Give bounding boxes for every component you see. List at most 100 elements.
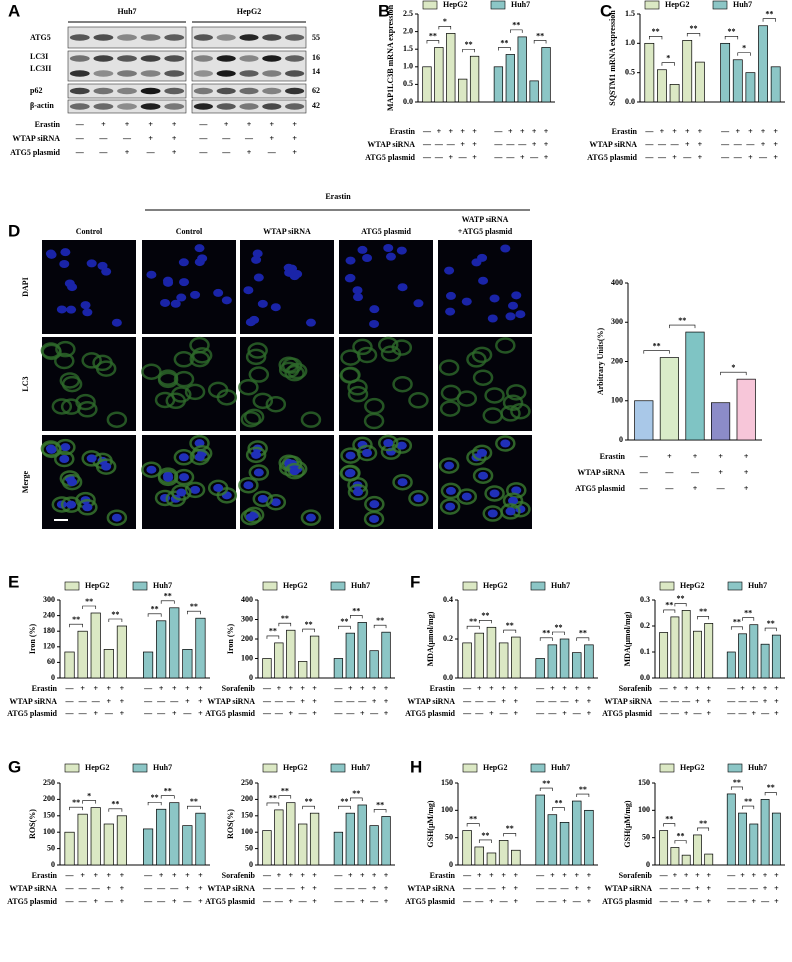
y-tick-label: 0.0: [443, 673, 453, 682]
condition-symbol: —: [535, 684, 545, 693]
significance-bracket: [426, 40, 440, 44]
nucleus: [500, 244, 511, 253]
condition-symbol: +: [514, 871, 519, 880]
condition-symbol: —: [547, 697, 557, 706]
bar: [749, 624, 759, 679]
condition-symbol: +: [185, 871, 190, 880]
lc3-signal: [281, 357, 303, 374]
lc3-signal: [173, 370, 195, 388]
significance-bracket: [730, 626, 743, 630]
lc3-signal: [500, 405, 521, 422]
condition-symbol: +: [718, 452, 723, 461]
condition-symbol: —: [156, 897, 166, 906]
lc3-signal: [61, 375, 83, 393]
significance-bracket: [462, 48, 475, 53]
condition-label: Sorafenib: [222, 684, 256, 693]
legend-swatch: [64, 763, 80, 773]
bar: [286, 802, 296, 866]
legend-label: HepG2: [665, 0, 689, 9]
condition-symbol: —: [274, 897, 284, 906]
y-tick-label: 0: [249, 860, 253, 869]
nucleus: [66, 305, 77, 314]
bar: [116, 625, 127, 679]
condition-symbol: +: [748, 127, 753, 136]
significance-bracket: [266, 635, 280, 639]
condition-symbol: —: [726, 684, 736, 693]
y-tick-label: 400: [241, 595, 253, 604]
condition-symbol: —: [156, 884, 166, 893]
blot-band: [140, 70, 161, 77]
lc3-signal: [440, 482, 462, 500]
significance-bracket: [539, 637, 553, 641]
nucleus: [511, 486, 522, 495]
condition-symbol: —: [333, 897, 343, 906]
significance-bracket: [82, 800, 97, 804]
condition-symbol: —: [670, 697, 680, 706]
condition-symbol: +: [270, 134, 275, 143]
nucleus: [67, 283, 78, 292]
condition-label: WTAP siRNA: [604, 884, 652, 893]
lc3-signal: [392, 375, 413, 393]
condition-symbol: —: [156, 709, 166, 718]
lc3-signal: [207, 479, 229, 497]
condition-symbol: —: [143, 871, 153, 880]
significance-bracket: [69, 623, 83, 628]
condition-symbol: +: [706, 884, 711, 893]
y-tick-label: 200: [241, 794, 253, 803]
significance-bracket: [373, 809, 387, 813]
condition-symbol: —: [716, 484, 726, 493]
condition-symbol: +: [348, 871, 353, 880]
condition-label: ATG5 plasmid: [587, 153, 637, 162]
bar: [685, 331, 705, 441]
bar: [262, 658, 272, 679]
blot-band: [193, 55, 213, 62]
significance-bracket: [730, 786, 743, 790]
bar: [657, 69, 667, 103]
panel-letter: C: [600, 1, 612, 20]
significance-bracket: [108, 618, 123, 622]
bar: [357, 804, 367, 866]
blot-band: [93, 34, 114, 41]
condition-symbol: +: [520, 127, 525, 136]
nucleus: [357, 245, 368, 254]
significance-label: **: [765, 10, 773, 19]
y-tick-label: 0.2: [443, 634, 453, 643]
blot-band: [262, 70, 282, 77]
condition-symbol: +: [270, 120, 275, 129]
bar: [681, 610, 691, 679]
y-tick-label: 2.5: [403, 9, 413, 18]
significance-bracket: [478, 620, 492, 624]
bar: [726, 651, 736, 679]
condition-symbol: +: [774, 684, 779, 693]
condition-symbol: —: [221, 134, 231, 143]
nucleus: [82, 308, 93, 317]
nucleus: [176, 293, 187, 302]
bar: [446, 33, 456, 103]
condition-symbol: +: [774, 897, 779, 906]
lc3-signal: [81, 450, 102, 467]
condition-symbol: —: [664, 468, 674, 477]
y-tick-label: 100: [611, 396, 623, 405]
lc3-signal: [243, 408, 265, 426]
bar: [541, 47, 551, 103]
condition-symbol: +: [477, 871, 482, 880]
significance-label: **: [481, 611, 489, 620]
bar: [77, 630, 88, 679]
nucleus: [487, 509, 498, 518]
significance-label: **: [72, 798, 80, 807]
condition-symbol: —: [670, 884, 680, 893]
lc3-signal: [157, 371, 179, 389]
bar: [345, 632, 355, 679]
legend-swatch: [132, 581, 148, 591]
condition-symbol: —: [422, 140, 432, 149]
nucleus: [461, 297, 472, 306]
micrograph: [42, 240, 136, 334]
significance-bracket: [697, 827, 710, 831]
nucleus: [46, 250, 57, 259]
blot-strip: [67, 99, 187, 114]
bar: [517, 36, 527, 103]
condition-symbol: —: [262, 709, 272, 718]
condition-symbol: —: [547, 709, 557, 718]
condition-symbol: +: [673, 684, 678, 693]
nucleus: [270, 303, 281, 312]
